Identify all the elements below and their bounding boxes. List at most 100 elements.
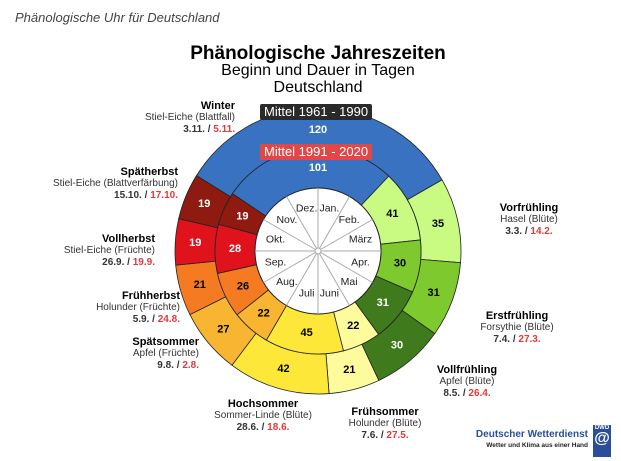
month-label-11: Nov.: [276, 214, 297, 226]
days-old-vorfrühling: 35: [432, 218, 444, 230]
season-label-hochsommer: Hochsommer Sommer-Linde (Blüte) 28.6. / …: [208, 398, 318, 434]
month-label-1: Jan.: [319, 202, 339, 214]
start-old: 5.9.: [132, 314, 150, 325]
days-new-vorfrühling: 41: [386, 208, 398, 220]
month-divider: [263, 219, 319, 252]
month-divider: [263, 250, 319, 283]
season-label-erstfrühling: Erstfrühling Forsythie (Blüte) 7.4. / 27…: [462, 310, 572, 346]
season-indicator: Apfel (Früchte): [132, 348, 199, 359]
days-old-spätherbst: 19: [198, 198, 210, 210]
season-indicator: Hasel (Blüte): [500, 214, 558, 225]
season-indicator: Sommer-Linde (Blüte): [214, 410, 312, 421]
month-label-12: Dez.: [296, 202, 318, 214]
month-label-10: Okt.: [266, 234, 285, 246]
start-new: 17.10.: [150, 190, 178, 201]
season-indicator: Apfel (Blüte): [439, 376, 495, 387]
season-indicator: Forsythie (Blüte): [480, 322, 554, 333]
days-new-hochsommer: 45: [300, 327, 312, 339]
days-old-erstfrühling: 31: [427, 287, 439, 299]
month-label-6: Juni: [320, 288, 339, 300]
season-label-vollherbst: Vollherbst Stiel-Eiche (Früchte) 26.9. /…: [5, 233, 155, 269]
days-new-spätsommer: 22: [257, 308, 269, 320]
days-new-frühsommer: 22: [347, 320, 359, 332]
start-new: 5.11.: [213, 124, 235, 135]
days-new-vollfrühling: 31: [377, 297, 389, 309]
season-label-vollfrühling: Vollfrühling Apfel (Blüte) 8.5. / 26.4.: [412, 364, 522, 400]
period-old-badge: Mittel 1961 - 1990: [260, 104, 373, 120]
chart-region: Deutschland: [273, 79, 363, 96]
month-divider: [317, 250, 373, 283]
season-name: Hochsommer: [227, 398, 299, 410]
season-indicator: Stiel-Eiche (Blattfall): [144, 112, 235, 123]
start-old: 15.10.: [114, 190, 142, 201]
days-old-vollherbst: 19: [189, 237, 201, 249]
days-new-spätherbst: 19: [236, 211, 248, 223]
start-old: 7.4.: [493, 334, 511, 345]
start-new: 2.8.: [182, 360, 199, 371]
season-name: Spätsommer: [132, 336, 199, 348]
season-name: Vollherbst: [102, 233, 155, 245]
days-old-frühsommer: 21: [343, 364, 355, 376]
start-old: 28.6.: [236, 422, 259, 433]
month-divider: [317, 219, 373, 252]
season-indicator: Holunder (Blüte): [348, 418, 422, 429]
start-old: 3.11.: [183, 124, 205, 135]
start-new: 24.8.: [157, 314, 180, 325]
days-old-winter: 120: [309, 124, 327, 136]
month-label-5: Mai: [341, 276, 358, 288]
days-new-vollherbst: 28: [229, 243, 241, 255]
season-name: Frühsommer: [351, 406, 419, 418]
start-new: 27.3.: [518, 334, 541, 345]
month-label-9: Sep.: [265, 256, 287, 268]
season-label-frühsommer: Frühsommer Holunder (Blüte) 7.6. / 27.5.: [330, 406, 440, 442]
season-label-frühherbst: Frühherbst Holunder (Früchte) 5.9. / 24.…: [30, 290, 180, 326]
start-new: 18.6.: [267, 422, 290, 433]
dial-center: [314, 247, 322, 255]
season-label-spätsommer: Spätsommer Apfel (Früchte) 9.8. / 2.8.: [49, 336, 199, 372]
days-old-vollfrühling: 30: [391, 339, 403, 351]
season-indicator: Stiel-Eiche (Blattverfärbung): [52, 178, 178, 189]
season-label-vorfrühling: Vorfrühling Hasel (Blüte) 3.3. / 14.2.: [474, 202, 584, 238]
start-new: 19.9.: [132, 257, 155, 268]
dwd-logo: Deutscher Wetterdienst Wetter und Klima …: [420, 428, 588, 450]
days-new-frühherbst: 26: [237, 281, 249, 293]
season-indicator: Stiel-Eiche (Früchte): [63, 245, 155, 256]
start-old: 8.5.: [443, 388, 461, 399]
start-old: 7.6.: [361, 430, 379, 441]
season-name: Erstfrühling: [485, 310, 549, 322]
start-old: 3.3.: [505, 226, 523, 237]
season-name: Vorfrühling: [499, 202, 559, 214]
start-old: 9.8.: [157, 360, 174, 371]
season-name: Winter: [200, 100, 235, 112]
dwd-logo-icon: DWD @: [593, 425, 611, 457]
start-new: 26.4.: [468, 388, 491, 399]
month-divider: [317, 196, 350, 252]
month-label-2: Feb.: [339, 214, 360, 226]
logo-name: Deutscher Wetterdienst: [475, 429, 588, 440]
month-label-3: März: [349, 234, 372, 246]
month-label-8: Aug.: [276, 276, 298, 288]
period-new-badge: Mittel 1991 - 2020: [260, 144, 373, 160]
season-label-winter: Winter Stiel-Eiche (Blattfall) 3.11. / 5…: [85, 100, 235, 136]
logo-tagline: Wetter und Klima aus einer Hand: [486, 442, 588, 449]
start-new: 14.2.: [530, 226, 553, 237]
start-new: 27.5.: [386, 430, 409, 441]
season-label-spätherbst: Spätherbst Stiel-Eiche (Blattverfärbung)…: [28, 166, 178, 202]
season-name: Vollfrühling: [436, 364, 498, 376]
days-old-frühherbst: 21: [194, 279, 206, 291]
page-header: Phänologische Uhr für Deutschland: [15, 10, 220, 25]
month-label-4: Apr.: [351, 256, 370, 268]
days-new-winter: 101: [309, 162, 327, 174]
start-old: 26.9.: [102, 257, 125, 268]
days-old-hochsommer: 42: [277, 363, 289, 375]
chart-title: Phänologische Jahreszeiten: [190, 43, 446, 64]
season-name: Frühherbst: [121, 290, 180, 302]
season-name: Spätherbst: [120, 166, 178, 178]
chart-subtitle: Beginn und Dauer in Tagen: [221, 62, 415, 79]
days-new-erstfrühling: 30: [394, 257, 406, 269]
month-divider: [317, 250, 350, 306]
month-label-7: Juli: [299, 288, 315, 300]
season-indicator: Holunder (Früchte): [96, 302, 180, 313]
month-divider: [286, 250, 319, 306]
